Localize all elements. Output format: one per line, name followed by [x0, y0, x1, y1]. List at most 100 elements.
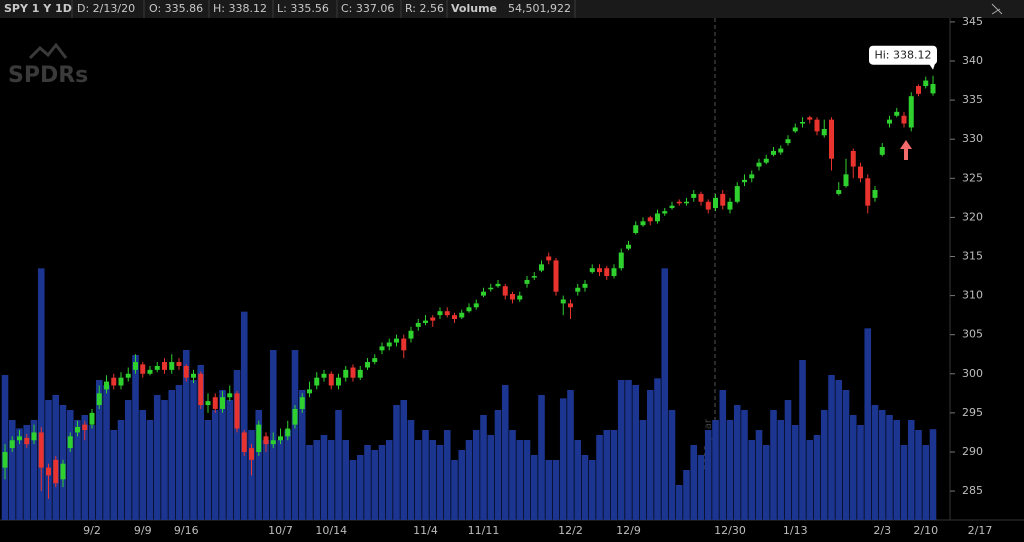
volume-bar	[255, 410, 263, 520]
volume-bar	[683, 470, 690, 520]
candle-body	[299, 397, 305, 409]
candle-body	[742, 179, 747, 183]
x-tick-label: 9/9	[134, 524, 152, 537]
x-tick-label: 2/3	[873, 524, 891, 537]
volume-bar	[407, 420, 415, 520]
volume-bar	[516, 440, 524, 520]
volume-bar	[458, 450, 466, 520]
candle-body	[655, 213, 660, 222]
volume-bar	[625, 380, 632, 520]
volume-bar	[393, 405, 400, 520]
candle-body	[53, 459, 59, 484]
volume-bar	[581, 455, 589, 520]
x-tick-label: 12/2	[558, 524, 583, 537]
candle-body	[452, 315, 457, 320]
candle-body	[611, 268, 617, 277]
high: H: 338.12	[213, 2, 267, 15]
candle-body	[930, 83, 936, 94]
candle-body	[75, 426, 80, 433]
candle-body	[89, 412, 95, 425]
candle-body	[626, 244, 631, 249]
volume-bar	[748, 440, 756, 520]
arrow-annotation	[900, 140, 912, 160]
candle-body	[568, 303, 573, 308]
candle-body	[147, 369, 153, 374]
volume-bar	[849, 415, 857, 520]
candle-body	[546, 256, 552, 261]
x-tick-label: 9/2	[83, 524, 101, 537]
volume-bar	[929, 429, 937, 520]
volume-bar	[313, 440, 321, 520]
candle-body	[916, 86, 921, 94]
candle-body	[372, 358, 378, 363]
candle-body	[67, 436, 73, 449]
candle-body	[198, 373, 204, 406]
volume-bar	[335, 410, 342, 520]
candle-body	[321, 373, 327, 378]
x-tick-label: 11/11	[468, 524, 500, 537]
volume-bar	[291, 350, 299, 520]
candle-body	[495, 283, 501, 287]
x-tick-label: 10/7	[268, 524, 293, 537]
candle-body	[401, 338, 407, 351]
volume-bar	[327, 440, 335, 520]
volume-bar	[320, 435, 328, 520]
volume-bar	[480, 415, 487, 520]
volume-bar	[175, 385, 183, 520]
candle-body	[887, 119, 892, 124]
candle-body	[307, 389, 312, 394]
candle-body	[24, 437, 30, 445]
volume-bar	[871, 405, 879, 520]
candle-body	[713, 197, 718, 209]
candle-body	[734, 186, 740, 202]
candle-body	[256, 424, 262, 452]
volume-bar	[16, 428, 23, 520]
volume-bar	[842, 390, 850, 520]
y-tick-label: 325	[962, 171, 983, 184]
low: L: 335.56	[277, 2, 329, 15]
volume-bar	[741, 410, 748, 520]
candle-body	[553, 260, 559, 292]
volume-bar	[755, 430, 763, 520]
volume-bar	[559, 398, 567, 520]
y-tick-label: 335	[962, 93, 983, 106]
candle-body	[749, 174, 755, 179]
volume-bar	[146, 420, 154, 520]
candle-body	[263, 436, 269, 445]
candle-body	[691, 193, 697, 198]
open: O: 335.86	[149, 2, 203, 15]
volume-bar	[190, 380, 197, 520]
x-tick-label: 12/30	[714, 524, 746, 537]
volume-bar	[777, 420, 785, 520]
volume-bar	[530, 455, 538, 520]
candle-body	[524, 279, 530, 284]
volume-bar	[8, 420, 16, 520]
candle-body	[858, 166, 863, 179]
candle-body	[314, 377, 320, 386]
volume-bar	[922, 445, 930, 520]
volume-bar	[878, 410, 886, 520]
symbol[interactable]: SPY 1 Y 1D	[4, 2, 72, 15]
volume-bar	[132, 355, 139, 520]
volume-bar	[465, 440, 473, 520]
candle-body	[923, 80, 929, 87]
candle-body	[38, 432, 44, 468]
candle-body	[249, 448, 254, 460]
candle-body	[169, 362, 175, 370]
x-tick-label: 11/4	[413, 524, 438, 537]
candle-body	[850, 150, 856, 167]
draw-tool-icon[interactable]	[991, 3, 1003, 15]
date: D: 2/13/20	[77, 2, 135, 15]
candle-body	[191, 373, 196, 378]
candle-body	[343, 369, 349, 378]
volume-bar	[30, 420, 38, 520]
y-tick-label: 305	[962, 328, 983, 341]
volume-bar	[900, 445, 908, 520]
volume-bar	[712, 420, 719, 520]
volume-bar	[719, 390, 727, 520]
volume-bar	[284, 430, 292, 520]
volume-bar	[646, 390, 654, 520]
volume-bar	[226, 400, 234, 520]
volume-bar	[828, 375, 835, 520]
x-tick-label: 2/10	[913, 524, 938, 537]
